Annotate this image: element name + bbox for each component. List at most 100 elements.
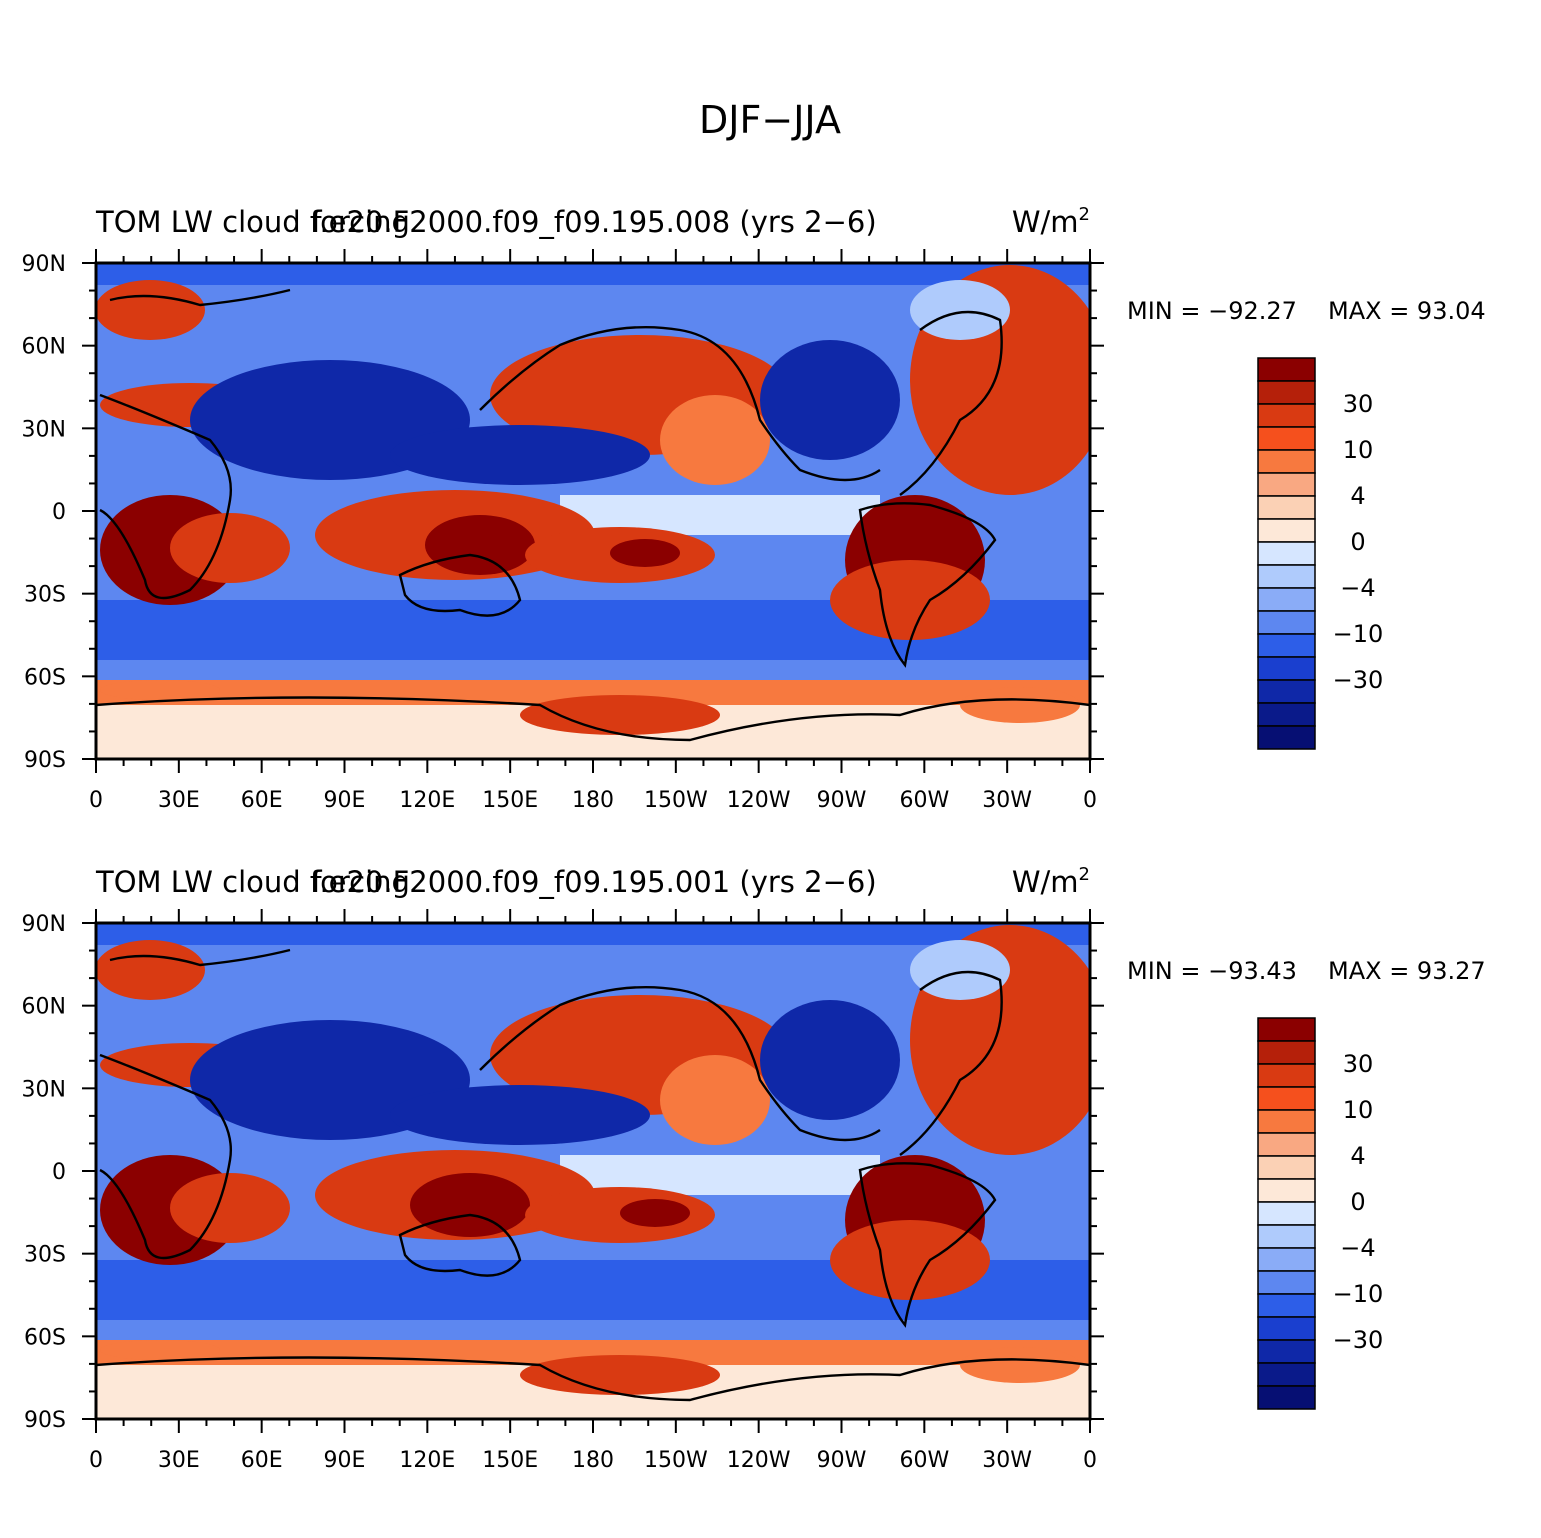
lat-tick-label: 60S [24,1325,66,1350]
colorbar-swatch [1257,1270,1316,1295]
colorbar-swatch [1257,1155,1316,1180]
coastlines [96,288,1090,742]
lon-tick-label: 30E [158,788,200,813]
colorbar-swatch [1257,518,1316,543]
lat-tick-label: 30S [24,583,66,608]
coastlines [96,948,1090,1402]
colorbar-label: 4 [1350,1142,1365,1170]
lon-tick-label: 180 [572,788,614,813]
colorbar-swatch [1257,1362,1316,1387]
max-label: MAX = 93.27 [1328,957,1486,985]
colorbar-swatch [1257,1132,1316,1157]
lon-tick-label: 30W [982,788,1032,813]
colorbar-swatch [1257,1178,1316,1203]
colorbar-swatch [1257,1109,1316,1134]
colorbar-swatch [1257,380,1316,405]
min-label: MIN = −93.43 [1127,957,1297,985]
field-plot [96,263,1090,759]
colorbar-swatch [1257,1063,1316,1088]
map-panel-2: TOM LW cloud forcing f.e20.F2000.f09_f09… [22,864,1486,1473]
lon-tick-label: 90E [324,1448,366,1473]
lon-tick-label: 150W [644,1448,708,1473]
colorbar-swatch [1257,633,1316,658]
colorbar-label: −10 [1333,620,1384,648]
colorbar-swatch [1257,1385,1316,1410]
lon-tick-label: 150E [482,788,538,813]
panel-center-title: f.e20.F2000.f09_f09.195.008 (yrs 2−6) [311,205,876,239]
lat-tick-label: 90S [24,1408,66,1433]
lon-tick-label: 60E [241,1448,283,1473]
lat-tick-label: 90N [22,252,66,277]
lat-tick-label: 60N [22,995,66,1020]
lon-tick-label: 150W [644,788,708,813]
lon-tick-label: 60E [241,788,283,813]
colorbar-swatch [1257,1224,1316,1249]
colorbar-label: 0 [1350,528,1365,556]
colorbar-swatch [1257,702,1316,727]
colorbar-swatch [1257,610,1316,635]
colorbar-label: 30 [1343,1050,1374,1078]
max-label: MAX = 93.04 [1328,297,1486,325]
colorbar-swatch [1257,1086,1316,1111]
colorbar: 30 10 4 0 −4 −10 −30 [1257,357,1384,750]
field-plot [96,923,1090,1419]
colorbar-swatch [1257,725,1316,750]
colorbar-swatch [1257,472,1316,497]
colorbar-label: −10 [1333,1280,1384,1308]
lat-tick-label: 90N [22,912,66,937]
lon-tick-label: 90E [324,788,366,813]
colorbar-label: 30 [1343,390,1374,418]
colorbar-swatch [1257,403,1316,428]
colorbar-label: −30 [1333,666,1384,694]
lat-tick-label: 30N [22,1077,66,1102]
colorbar-swatch [1257,426,1316,451]
panel-left-title: TOM LW cloud forcing [95,205,410,239]
lon-tick-label: 120E [399,1448,455,1473]
lon-tick-label: 0 [1083,788,1097,813]
lon-tick-label: 60W [899,788,949,813]
colorbar-swatch [1257,1040,1316,1065]
colorbar-label: 0 [1350,1188,1365,1216]
figure-title: DJF−JJA [699,98,841,142]
colorbar-swatch [1257,1201,1316,1226]
lon-tick-label: 180 [572,1448,614,1473]
lon-tick-label: 90W [817,788,867,813]
colorbar-label: −30 [1333,1326,1384,1354]
colorbar-swatch [1257,587,1316,612]
lat-tick-label: 90S [24,748,66,773]
lon-tick-label: 120W [727,788,791,813]
latitude-axis: 90N 60N 30N 0 30S 60S 90S [22,912,1104,1433]
lon-tick-label: 60W [899,1448,949,1473]
lon-tick-label: 120W [727,1448,791,1473]
lon-tick-label: 90W [817,1448,867,1473]
colorbar-swatch [1257,1339,1316,1364]
colorbar-swatch [1257,541,1316,566]
latitude-axis: 90N 60N 30N 0 30S 60S 90S [22,252,1104,773]
lon-tick-label: 0 [1083,1448,1097,1473]
lat-tick-label: 30N [22,417,66,442]
panel-center-title: f.e20.F2000.f09_f09.195.001 (yrs 2−6) [311,865,876,899]
panel-left-title: TOM LW cloud forcing [95,865,410,899]
lat-tick-label: 60S [24,665,66,690]
colorbar-swatch [1257,1017,1316,1042]
colorbar-label: 10 [1343,436,1374,464]
lon-tick-label: 120E [399,788,455,813]
colorbar: 30 10 4 0 −4 −10 −30 [1257,1017,1384,1410]
colorbar-swatch [1257,1293,1316,1318]
lat-tick-label: 60N [22,335,66,360]
panel-units: W/m2 [1012,864,1090,899]
colorbar-swatch [1257,495,1316,520]
colorbar-label: −4 [1340,574,1375,602]
colorbar-swatch [1257,656,1316,681]
lat-tick-label: 0 [52,1160,66,1185]
colorbar-swatch [1257,1247,1316,1272]
longitude-axis: 0 30E 60E 90E 120E 150E 180 150W 120W 90W 60W 30W 0 [89,909,1097,1473]
panel-units: W/m2 [1012,204,1090,239]
lon-tick-label: 0 [89,1448,103,1473]
longitude-axis: 0 30E 60E 90E 120E 150E 180 150W 120W 90W 60W 30W 0 [89,249,1097,813]
colorbar-swatch [1257,1316,1316,1341]
lon-tick-label: 150E [482,1448,538,1473]
lon-tick-label: 0 [89,788,103,813]
colorbar-label: 10 [1343,1096,1374,1124]
